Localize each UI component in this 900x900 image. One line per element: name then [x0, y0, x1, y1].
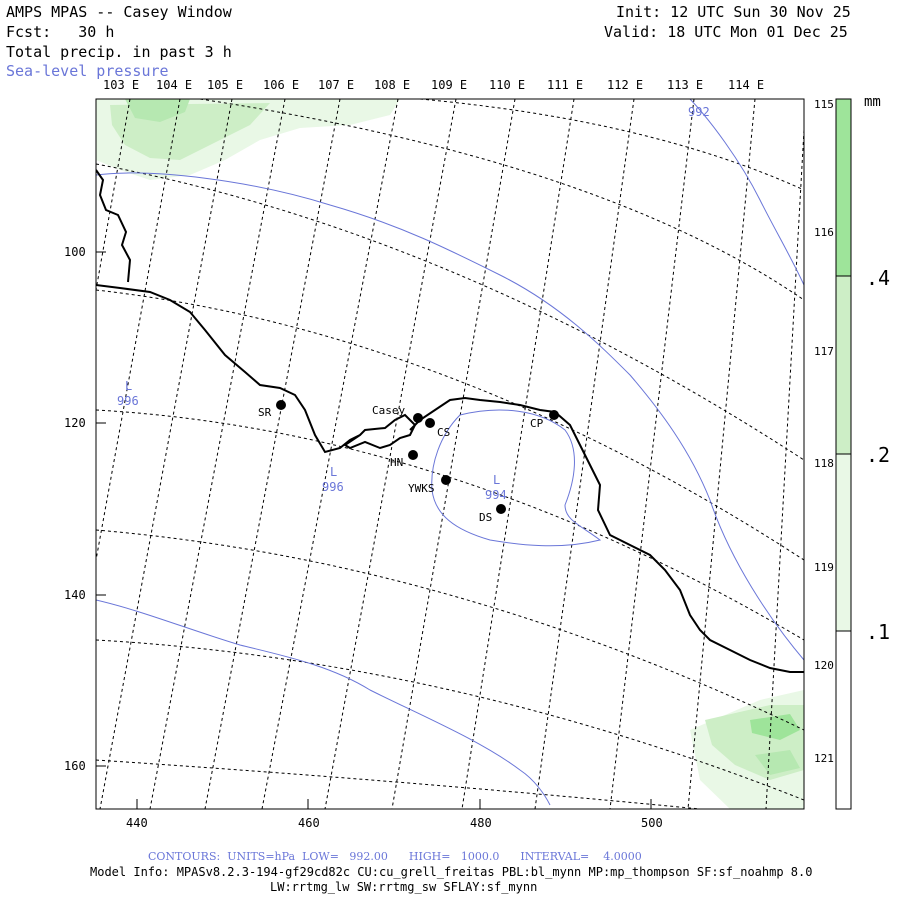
model-info-2: LW:rrtmg_lw SW:rrtmg_sw SFLAY:sf_mynn [270, 880, 538, 894]
colorbar-level: .1 [866, 620, 891, 644]
colorbar-unit: mm [864, 94, 881, 110]
x-tick-label: 460 [298, 816, 320, 830]
station-label-ywks: YWKS [408, 482, 435, 495]
lon-label-top: 110 E [489, 78, 526, 92]
station-dot-cp [549, 410, 559, 420]
lon-label-top: 114 E [728, 78, 765, 92]
lon-label-top: 107 E [318, 78, 355, 92]
lon-label-top: 105 E [207, 78, 244, 92]
colorbar [835, 98, 852, 810]
field-name: Total precip. in past 3 h [6, 43, 232, 61]
valid-time: Valid: 18 UTC Mon 01 Dec 25 [604, 23, 848, 41]
station-dot-hn [408, 450, 418, 460]
low-marker: L [125, 379, 132, 393]
colorbar-level: .2 [866, 443, 891, 467]
lon-label-top: 113 E [667, 78, 704, 92]
low-marker: L [493, 473, 500, 487]
station-markers [276, 400, 559, 514]
map-title: AMPS MPAS -- Casey Window [6, 3, 232, 21]
lon-label-top: 104 E [156, 78, 193, 92]
pressure-contours [96, 99, 804, 806]
lon-label-top: 112 E [607, 78, 644, 92]
forecast-hour: Fcst: 30 h [6, 23, 115, 41]
overlay-name: Sea-level pressure [6, 62, 169, 80]
station-label-ds: DS [479, 511, 492, 524]
contour-label: 992 [688, 105, 710, 119]
station-dot-casey [413, 413, 423, 423]
station-label-casey: Casey [372, 404, 405, 417]
longitude-lines [96, 99, 804, 809]
plot-frame [95, 98, 805, 810]
station-label-cp: CP [530, 417, 544, 430]
y-tick-label: 160 [64, 759, 86, 773]
model-info: Model Info: MPASv8.2.3-194-gf29cd82c CU:… [90, 865, 813, 879]
low-value: 996 [117, 394, 139, 408]
precip-shading [96, 99, 804, 809]
coastline [96, 169, 804, 673]
x-tick-label: 480 [470, 816, 492, 830]
lon-label-top: 106 E [263, 78, 300, 92]
station-label-hn: HN [390, 456, 403, 469]
station-dot-ds [496, 504, 506, 514]
y-tick-label: 140 [64, 588, 86, 602]
low-value: 996 [322, 480, 344, 494]
station-dot-ywks [441, 475, 451, 485]
low-value: 994 [485, 488, 507, 502]
lon-label-top: 103 E [103, 78, 140, 92]
y-tick-label: 100 [64, 245, 86, 259]
low-marker: L [330, 465, 337, 479]
station-label-cs: CS [437, 426, 450, 439]
contour-info: CONTOURS: UNITS=hPa LOW= 992.00 HIGH= 10… [148, 850, 642, 863]
x-tick-label: 500 [641, 816, 663, 830]
axis-ticks [96, 251, 652, 809]
lon-label-top: 108 E [374, 78, 411, 92]
station-dot-sr [276, 400, 286, 410]
station-label-sr: SR [258, 406, 272, 419]
lon-label-top: 111 E [547, 78, 584, 92]
x-tick-label: 440 [126, 816, 148, 830]
colorbar-level: .4 [866, 266, 891, 290]
lon-label-top: 109 E [431, 78, 468, 92]
init-time: Init: 12 UTC Sun 30 Nov 25 [616, 3, 851, 21]
y-tick-label: 120 [64, 416, 86, 430]
station-dot-cs [425, 418, 435, 428]
